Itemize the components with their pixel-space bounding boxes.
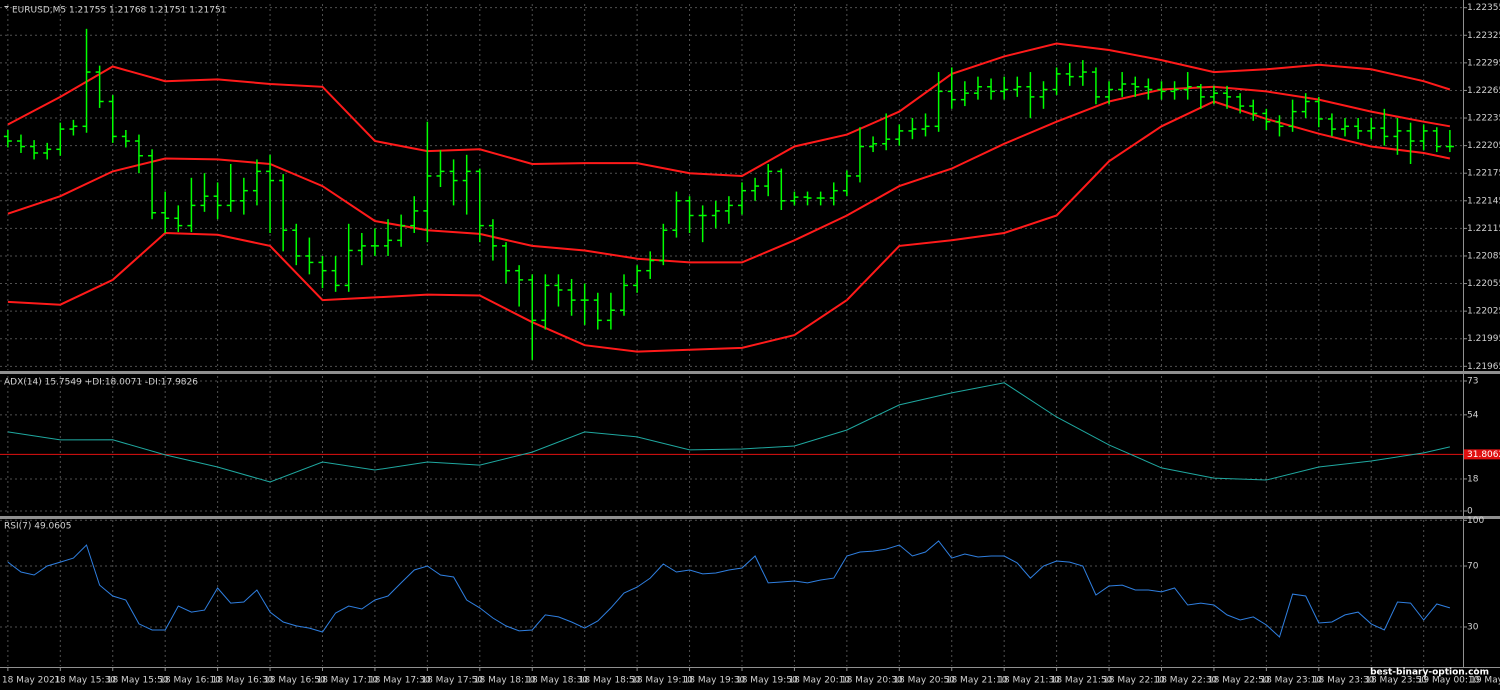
x-tick-label: 18 May 19:30 — [684, 676, 746, 686]
x-tick-label: 18 May 19:50 — [736, 676, 798, 686]
x-tick-label: 18 May 17:30 — [369, 676, 431, 686]
y-tick-label: 1.21995 — [1467, 334, 1500, 344]
y-tick-label: 1.22055 — [1467, 279, 1500, 289]
y-tick-label: 1.22085 — [1467, 251, 1500, 261]
indicator-line — [7, 540, 1451, 638]
x-tick-label: 18 May 18:10 — [474, 676, 536, 686]
x-tick-label: 18 May 22:50 — [1208, 676, 1270, 686]
y-tick-label: 1.22295 — [1467, 58, 1500, 68]
panel-header: RSI(7) 49.0605 — [4, 522, 71, 532]
y-tick-label: 1.22355 — [1467, 3, 1500, 13]
level-marker — [1464, 449, 1500, 460]
y-tick-label: 30 — [1467, 622, 1479, 632]
x-tick-label: 18 May 16:50 — [264, 676, 326, 686]
x-tick-label: 18 May 20:10 — [788, 676, 850, 686]
panel-header: ADX(14) 15.7549 +DI:18.0071 -DI:17.9826 — [4, 378, 198, 388]
y-tick-label: 1.21965 — [1467, 362, 1500, 372]
level-label: 31.8062 — [1467, 450, 1500, 460]
indicator-line — [7, 382, 1451, 483]
x-tick-label: 18 May 22:30 — [1155, 676, 1217, 686]
x-tick-label: 18 May 17:50 — [421, 676, 483, 686]
bollinger-band — [7, 85, 1451, 264]
x-tick-label: 18 May 19:10 — [631, 676, 693, 686]
y-tick-label: 1.22175 — [1467, 169, 1500, 179]
x-tick-label: 19 May 00:10 — [1418, 676, 1480, 686]
y-tick-label: 1.22115 — [1467, 224, 1500, 234]
x-tick-label: 18 May 17:10 — [316, 676, 378, 686]
x-tick-label: 18 May 23:10 — [1260, 676, 1322, 686]
x-tick-label: 18 May 21:10 — [946, 676, 1008, 686]
x-tick-label: 18 May 2021 — [2, 676, 61, 686]
x-tick-label: 18 May 20:50 — [893, 676, 955, 686]
bollinger-band — [7, 42, 1451, 178]
x-tick-label: 18 May 22:10 — [1103, 676, 1165, 686]
y-tick-label: 1.22145 — [1467, 196, 1500, 206]
y-tick-label: 1.22235 — [1467, 114, 1500, 124]
y-tick-label: 70 — [1467, 562, 1479, 572]
bollinger-band — [7, 100, 1451, 353]
y-tick-label: 1.22265 — [1467, 86, 1500, 96]
y-tick-label: 18 — [1467, 474, 1479, 484]
x-tick-label: 18 May 15:50 — [107, 676, 169, 686]
x-tick-label: 18 May 15:30 — [54, 676, 116, 686]
watermark: best-binary-option.com — [1370, 668, 1489, 678]
y-tick-label: 100 — [1467, 516, 1484, 526]
panel-header: EURUSD,M5 1.21755 1.21768 1.21751 1.2175… — [12, 6, 226, 16]
y-tick-label: 0 — [1467, 507, 1473, 517]
x-tick-label: 18 May 21:30 — [998, 676, 1060, 686]
y-tick-label: 1.22025 — [1467, 307, 1500, 317]
x-tick-label: 18 May 20:30 — [841, 676, 903, 686]
x-tick-label: 18 May 23:50 — [1365, 676, 1427, 686]
y-tick-label: 1.22325 — [1467, 31, 1500, 41]
x-tick-label: 18 May 16:10 — [159, 676, 221, 686]
x-tick-label: 18 May 18:50 — [579, 676, 641, 686]
x-tick-label: 18 May 21:50 — [1051, 676, 1113, 686]
y-tick-label: 73 — [1467, 376, 1478, 386]
x-tick-label: 18 May 23:30 — [1313, 676, 1375, 686]
x-tick-label: 18 May 16:30 — [212, 676, 274, 686]
y-tick-label: 1.22205 — [1467, 141, 1500, 151]
y-tick-label: 54 — [1467, 410, 1479, 420]
x-tick-label: 19 May 00:30 — [1470, 676, 1500, 686]
x-tick-label: 18 May 18:30 — [526, 676, 588, 686]
